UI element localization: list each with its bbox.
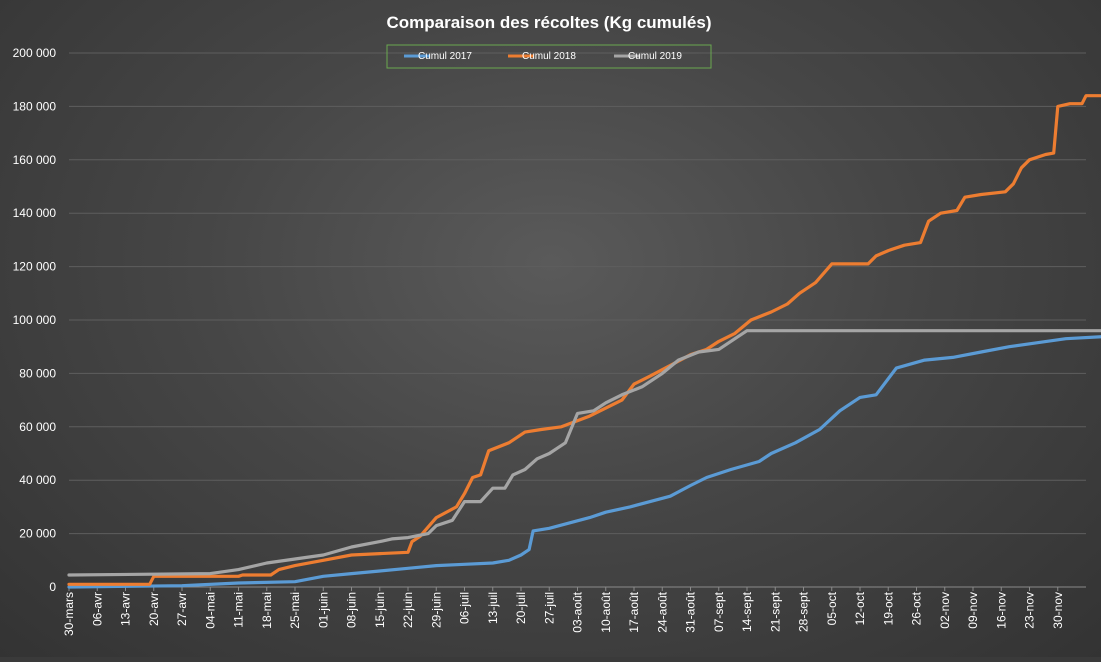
x-tick-label: 27-avr bbox=[175, 592, 189, 626]
gridlines bbox=[69, 52, 1086, 535]
x-tick-label: 03-août bbox=[571, 591, 585, 632]
x-tick-label: 14-sept bbox=[740, 591, 754, 632]
x-tick-label: 04-mai bbox=[203, 592, 217, 629]
x-tick-label: 20-avr bbox=[147, 592, 161, 626]
y-tick-label: 0 bbox=[49, 580, 56, 594]
legend: Cumul 2017 Cumul 2018 Cumul 2019 bbox=[386, 44, 712, 69]
legend-label: Cumul 2017 bbox=[418, 51, 472, 62]
x-tick-label: 07-sept bbox=[712, 591, 726, 632]
x-tick-label: 27-juil bbox=[542, 592, 556, 624]
x-tick-label: 18-mai bbox=[260, 592, 274, 629]
y-tick-label: 80 000 bbox=[19, 366, 56, 380]
x-tick-label: 12-oct bbox=[853, 591, 867, 625]
x-tick-label: 09-nov bbox=[966, 592, 980, 629]
x-tick-label: 01-juin bbox=[316, 592, 330, 628]
x-tick-label: 06-juil bbox=[458, 592, 472, 624]
x-tick-label: 15-juin bbox=[373, 592, 387, 628]
x-tick-label: 23-nov bbox=[1023, 592, 1037, 629]
series-line-2 bbox=[67, 94, 1101, 586]
x-tick-label: 29-juin bbox=[429, 592, 443, 628]
x-tick-label: 11-mai bbox=[232, 592, 246, 628]
legend-label: Cumul 2019 bbox=[628, 51, 682, 62]
y-tick-label: 120 000 bbox=[13, 260, 57, 274]
legend-label: Cumul 2018 bbox=[522, 51, 576, 62]
y-tick-label: 180 000 bbox=[13, 99, 57, 113]
x-tick-label: 26-oct bbox=[910, 591, 924, 625]
x-tick-label: 17-août bbox=[627, 591, 641, 632]
y-axis: 0 20 000 40 000 60 000 80 000 100 000 120 000 1… bbox=[13, 46, 57, 594]
y-tick-label: 100 000 bbox=[13, 313, 57, 327]
x-tick-label: 24-août bbox=[655, 591, 669, 632]
x-tick-label: 22-juin bbox=[401, 592, 415, 628]
x-tick-label: 08-juin bbox=[345, 592, 359, 628]
y-tick-label: 60 000 bbox=[19, 420, 56, 434]
x-axis: 30-mars 06-avr 13-avr 20-avr 27-avr 04-mai 11-… bbox=[62, 586, 1086, 636]
x-tick-label: 13-avr bbox=[119, 592, 133, 626]
x-tick-label: 10-août bbox=[599, 591, 613, 632]
x-tick-label: 02-nov bbox=[938, 592, 952, 629]
x-tick-label: 28-sept bbox=[797, 591, 811, 632]
x-tick-label: 30-nov bbox=[1051, 592, 1065, 629]
chart-title: Comparaison des récoltes (Kg cumulés) bbox=[387, 13, 712, 32]
y-tick-label: 160 000 bbox=[13, 153, 57, 167]
y-tick-label: 20 000 bbox=[19, 527, 56, 541]
x-tick-label: 31-août bbox=[684, 591, 698, 632]
series-line-1 bbox=[67, 335, 1101, 589]
y-tick-label: 140 000 bbox=[13, 206, 57, 220]
x-tick-label: 21-sept bbox=[768, 591, 782, 632]
x-tick-label: 06-avr bbox=[90, 592, 104, 626]
y-tick-label: 200 000 bbox=[13, 46, 57, 60]
x-tick-label: 20-juil bbox=[514, 592, 528, 624]
legend-box bbox=[386, 44, 712, 69]
series-line-3 bbox=[67, 329, 1101, 577]
x-tick-label: 13-juil bbox=[486, 592, 500, 624]
x-tick-label: 19-oct bbox=[881, 591, 895, 625]
x-tick-label: 25-mai bbox=[288, 592, 302, 629]
series-layer bbox=[67, 94, 1101, 589]
x-tick-label: 05-oct bbox=[825, 591, 839, 625]
x-tick-label: 16-nov bbox=[994, 592, 1008, 629]
x-tick-label: 30-mars bbox=[62, 592, 76, 636]
y-tick-label: 40 000 bbox=[19, 473, 56, 487]
